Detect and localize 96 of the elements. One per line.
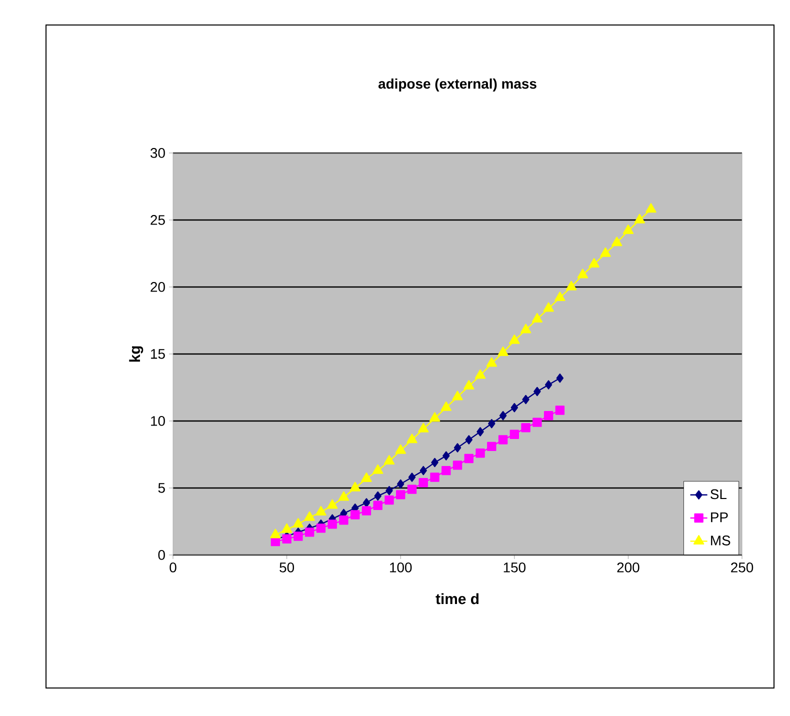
point [465, 435, 472, 444]
point [350, 510, 360, 520]
point [372, 464, 384, 474]
point [476, 448, 485, 458]
point [498, 435, 508, 444]
point [316, 506, 326, 516]
legend-label: SL [710, 489, 726, 500]
point [646, 203, 656, 213]
point [440, 401, 452, 411]
point [418, 478, 428, 488]
y-tick-label: 15 [151, 349, 165, 359]
point [326, 499, 338, 509]
point [294, 532, 303, 541]
point [522, 394, 530, 404]
point [361, 472, 372, 482]
point [510, 402, 518, 412]
point [384, 495, 394, 505]
point [454, 443, 462, 452]
point [532, 418, 542, 427]
point [350, 482, 360, 492]
point [555, 406, 565, 415]
x-tick-label: 0 [170, 562, 176, 572]
point [474, 369, 486, 379]
y-tick-label: 10 [151, 416, 165, 426]
point [384, 455, 395, 465]
y-tick-label: 20 [150, 282, 165, 292]
point [328, 520, 337, 529]
point [464, 380, 474, 390]
point [588, 258, 600, 268]
point [408, 472, 416, 482]
point [488, 419, 496, 428]
x-axis-title: time d [436, 593, 479, 604]
x-tick-label: 50 [280, 562, 294, 572]
point [532, 313, 543, 322]
point [281, 523, 292, 533]
point [556, 374, 564, 383]
point [304, 511, 315, 521]
point [373, 500, 382, 510]
point [338, 491, 350, 501]
point [544, 411, 554, 420]
point [521, 423, 530, 432]
point [611, 236, 622, 246]
point [544, 380, 552, 390]
point [374, 491, 382, 501]
point [270, 528, 281, 538]
point [452, 460, 462, 470]
point [543, 302, 554, 312]
x-tick-label: 200 [617, 562, 640, 572]
legend-label: MS [711, 536, 730, 546]
point [396, 490, 406, 500]
chart-title: adipose (external) mass [378, 78, 536, 92]
point [510, 430, 520, 439]
y-axis-title: kg [129, 346, 144, 362]
point [362, 498, 370, 508]
point [442, 466, 451, 476]
x-tick-label: 100 [390, 562, 412, 572]
x-tick-label: 250 [731, 562, 754, 572]
point [407, 484, 417, 494]
point [339, 516, 348, 525]
point [554, 292, 566, 302]
legend-label: PP [711, 512, 728, 522]
point [499, 411, 507, 420]
point [386, 486, 393, 496]
point [406, 434, 418, 444]
x-tick-label: 150 [504, 562, 526, 572]
point [431, 458, 438, 468]
point [418, 422, 429, 432]
y-tick-label: 25 [150, 215, 165, 225]
point [520, 324, 532, 334]
point [292, 518, 304, 528]
point [464, 454, 474, 464]
y-tick-label: 30 [150, 148, 165, 158]
point [452, 390, 463, 400]
point [397, 479, 404, 489]
y-tick-label: 0 [158, 550, 165, 560]
point [304, 528, 314, 537]
point [622, 224, 634, 234]
point [395, 444, 406, 454]
point [282, 534, 292, 544]
point [600, 247, 611, 257]
point [487, 442, 496, 452]
point [442, 451, 450, 460]
point [316, 524, 326, 533]
point [577, 268, 588, 278]
point [429, 412, 440, 422]
point [430, 472, 440, 482]
point [476, 427, 484, 436]
point [362, 506, 372, 516]
point [509, 334, 520, 344]
point [420, 466, 427, 476]
point [486, 357, 498, 367]
point [498, 346, 508, 356]
point [634, 214, 645, 224]
point [566, 280, 577, 290]
y-tick-label: 5 [158, 483, 165, 493]
point [534, 386, 541, 396]
